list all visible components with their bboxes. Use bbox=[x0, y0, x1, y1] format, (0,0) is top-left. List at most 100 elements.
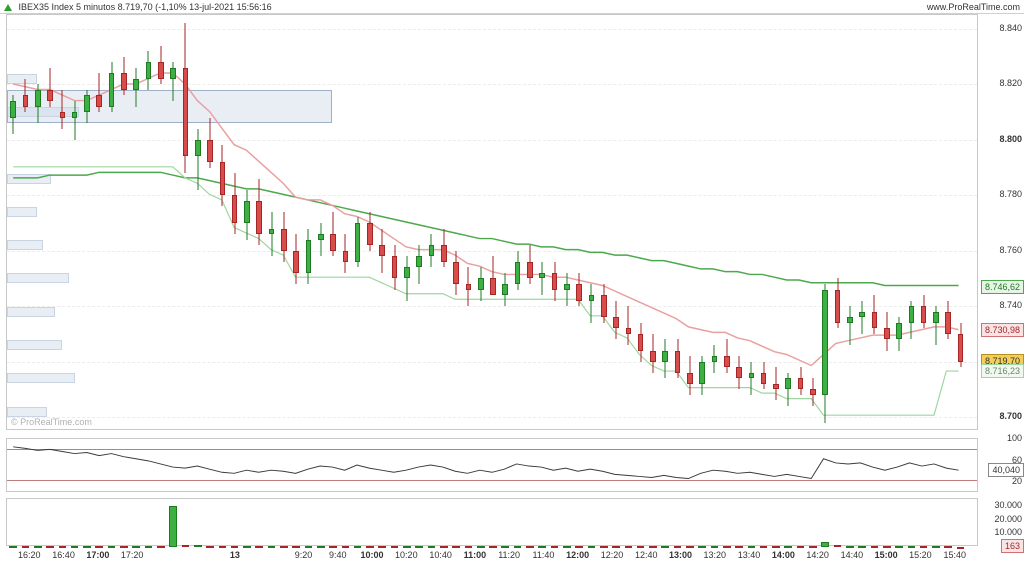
time-tick: 11:00 bbox=[464, 550, 487, 560]
time-tick: 14:00 bbox=[772, 550, 795, 560]
candle[interactable] bbox=[957, 15, 965, 429]
candle[interactable] bbox=[514, 15, 522, 429]
candle[interactable] bbox=[194, 15, 202, 429]
candle[interactable] bbox=[723, 15, 731, 429]
candle[interactable] bbox=[452, 15, 460, 429]
time-tick: 9:20 bbox=[295, 550, 313, 560]
candle[interactable] bbox=[649, 15, 657, 429]
volume-bar[interactable] bbox=[821, 542, 829, 547]
candle[interactable] bbox=[760, 15, 768, 429]
candle[interactable] bbox=[895, 15, 903, 429]
volume-panel[interactable] bbox=[6, 498, 978, 546]
rsi-panel[interactable] bbox=[6, 438, 978, 492]
candle[interactable] bbox=[71, 15, 79, 429]
time-tick: 13:20 bbox=[704, 550, 727, 560]
candle[interactable] bbox=[34, 15, 42, 429]
candle[interactable] bbox=[575, 15, 583, 429]
volume-bar[interactable] bbox=[182, 545, 190, 547]
candle[interactable] bbox=[538, 15, 546, 429]
candle[interactable] bbox=[908, 15, 916, 429]
candle[interactable] bbox=[292, 15, 300, 429]
candle[interactable] bbox=[748, 15, 756, 429]
candle[interactable] bbox=[711, 15, 719, 429]
rsi-tag: 40,040 bbox=[988, 463, 1024, 477]
time-tick: 17:20 bbox=[121, 550, 144, 560]
candle[interactable] bbox=[661, 15, 669, 429]
candle[interactable] bbox=[22, 15, 30, 429]
candle[interactable] bbox=[219, 15, 227, 429]
candle[interactable] bbox=[797, 15, 805, 429]
candle[interactable] bbox=[551, 15, 559, 429]
candle[interactable] bbox=[366, 15, 374, 429]
rsi-axis: 100602040,040 bbox=[980, 438, 1024, 492]
candle[interactable] bbox=[59, 15, 67, 429]
candle[interactable] bbox=[625, 15, 633, 429]
candle[interactable] bbox=[772, 15, 780, 429]
price-tick: 8.800 bbox=[999, 134, 1022, 144]
candle[interactable] bbox=[305, 15, 313, 429]
candle[interactable] bbox=[588, 15, 596, 429]
candle[interactable] bbox=[169, 15, 177, 429]
candle[interactable] bbox=[329, 15, 337, 429]
candle[interactable] bbox=[600, 15, 608, 429]
candle[interactable] bbox=[686, 15, 694, 429]
volume-bar[interactable] bbox=[169, 506, 177, 547]
candle[interactable] bbox=[821, 15, 829, 429]
candle[interactable] bbox=[354, 15, 362, 429]
time-tick: 17:00 bbox=[86, 550, 109, 560]
volume-tick: 10.000 bbox=[994, 527, 1022, 537]
candle[interactable] bbox=[255, 15, 263, 429]
candle[interactable] bbox=[637, 15, 645, 429]
candle[interactable] bbox=[378, 15, 386, 429]
candle[interactable] bbox=[846, 15, 854, 429]
candle[interactable] bbox=[612, 15, 620, 429]
time-tick: 13:40 bbox=[738, 550, 761, 560]
candle[interactable] bbox=[563, 15, 571, 429]
candle[interactable] bbox=[132, 15, 140, 429]
up-arrow-icon bbox=[4, 4, 12, 11]
candle[interactable] bbox=[501, 15, 509, 429]
candle[interactable] bbox=[698, 15, 706, 429]
candle[interactable] bbox=[858, 15, 866, 429]
candle[interactable] bbox=[932, 15, 940, 429]
candle[interactable] bbox=[428, 15, 436, 429]
candle[interactable] bbox=[526, 15, 534, 429]
candle[interactable] bbox=[809, 15, 817, 429]
candle[interactable] bbox=[391, 15, 399, 429]
candle[interactable] bbox=[9, 15, 17, 429]
candle[interactable] bbox=[477, 15, 485, 429]
candle[interactable] bbox=[108, 15, 116, 429]
time-tick: 15:00 bbox=[875, 550, 898, 560]
candle[interactable] bbox=[489, 15, 497, 429]
candle[interactable] bbox=[342, 15, 350, 429]
site-link[interactable]: www.ProRealTime.com bbox=[927, 2, 1020, 12]
candle[interactable] bbox=[403, 15, 411, 429]
candle[interactable] bbox=[182, 15, 190, 429]
candle[interactable] bbox=[784, 15, 792, 429]
candle[interactable] bbox=[317, 15, 325, 429]
candle[interactable] bbox=[95, 15, 103, 429]
time-tick: 10:20 bbox=[395, 550, 418, 560]
candle[interactable] bbox=[440, 15, 448, 429]
candle[interactable] bbox=[465, 15, 473, 429]
price-chart-panel[interactable]: © ProRealTime.com bbox=[6, 14, 978, 430]
candle[interactable] bbox=[415, 15, 423, 429]
candle[interactable] bbox=[83, 15, 91, 429]
candle[interactable] bbox=[120, 15, 128, 429]
candle[interactable] bbox=[735, 15, 743, 429]
candle[interactable] bbox=[944, 15, 952, 429]
candle[interactable] bbox=[871, 15, 879, 429]
candle[interactable] bbox=[268, 15, 276, 429]
candle[interactable] bbox=[920, 15, 928, 429]
candle[interactable] bbox=[46, 15, 54, 429]
candle[interactable] bbox=[145, 15, 153, 429]
candle[interactable] bbox=[280, 15, 288, 429]
candle[interactable] bbox=[243, 15, 251, 429]
candle[interactable] bbox=[231, 15, 239, 429]
candle[interactable] bbox=[157, 15, 165, 429]
candle[interactable] bbox=[834, 15, 842, 429]
time-tick: 9:40 bbox=[329, 550, 347, 560]
candle[interactable] bbox=[206, 15, 214, 429]
candle[interactable] bbox=[674, 15, 682, 429]
candle[interactable] bbox=[883, 15, 891, 429]
